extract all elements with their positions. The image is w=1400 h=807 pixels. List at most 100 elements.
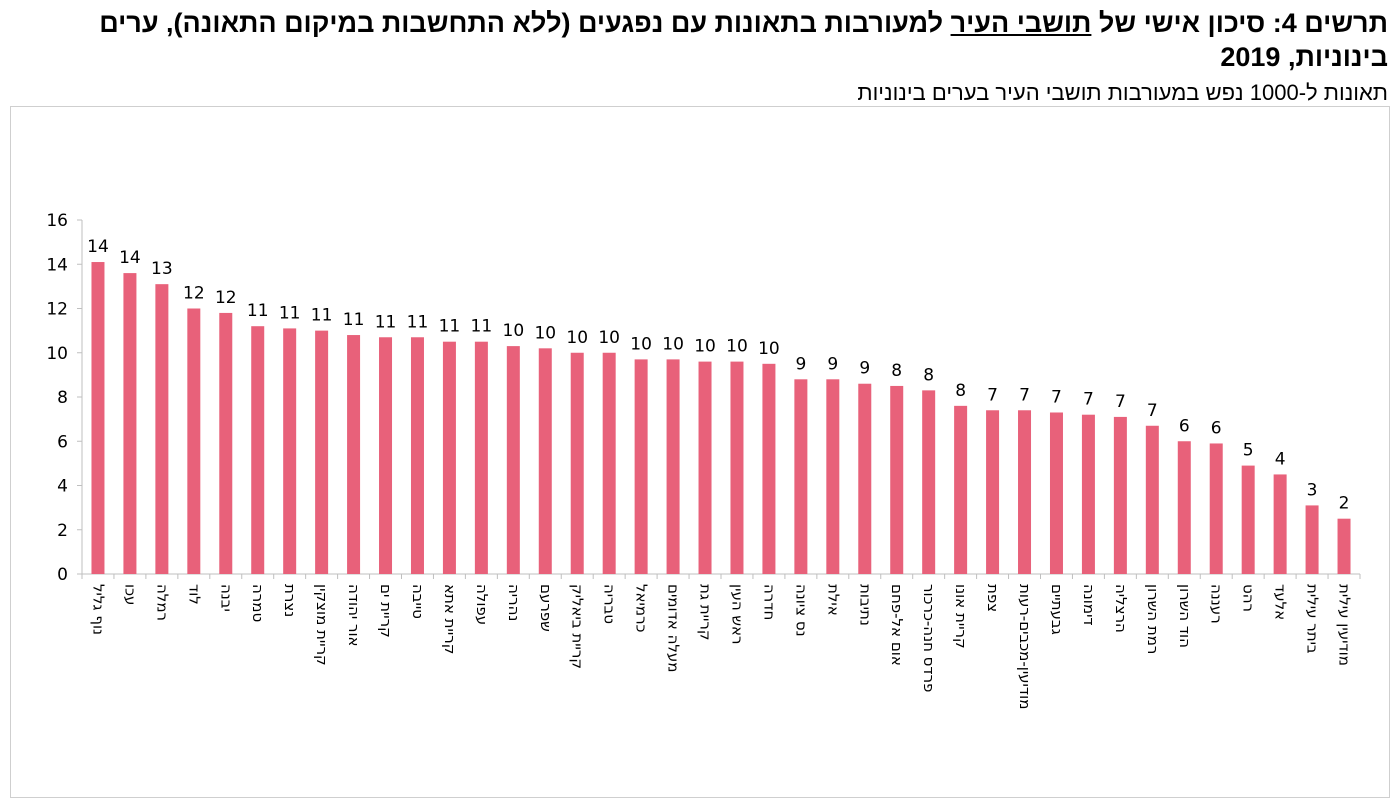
category-label: קריית אתא [441, 584, 459, 654]
category-label: טמרה [249, 584, 267, 622]
bar [379, 337, 393, 574]
bar [762, 363, 776, 574]
data-label: 10 [566, 328, 588, 348]
category-label: רעננה [1208, 584, 1226, 624]
data-label: 11 [439, 317, 461, 337]
bar [1305, 505, 1319, 574]
category-label: קריית אונו [952, 584, 970, 649]
bar [474, 341, 488, 574]
data-label: 6 [1211, 418, 1222, 438]
bar [506, 346, 520, 574]
bar [858, 383, 872, 574]
y-tick-label: 14 [46, 255, 68, 275]
chart-title-suffix: למעורבות בתאונות עם נפגעים (ללא התחשבות … [99, 8, 1388, 72]
category-label: חדרה [760, 584, 778, 620]
data-label: 9 [795, 354, 806, 374]
bar [954, 405, 968, 574]
data-label: 14 [87, 237, 109, 257]
bar [315, 330, 329, 574]
category-label: נתיבות [856, 584, 874, 626]
data-label: 5 [1243, 441, 1254, 461]
bar [1209, 443, 1223, 574]
data-label: 6 [1179, 416, 1190, 436]
data-label: 12 [215, 288, 237, 308]
category-label: נוף גליל [89, 584, 107, 635]
category-label: רמלה [153, 584, 171, 621]
category-label: דימונה [1080, 584, 1098, 626]
bar [1113, 416, 1127, 574]
bar [986, 410, 1000, 574]
data-label: 2 [1339, 494, 1350, 514]
chart-subtitle: תאונות ל-1000 נפש במעורבות תושבי העיר בע… [857, 80, 1388, 105]
bar [634, 359, 648, 574]
category-label: פרדס חנה-כרכור [920, 584, 938, 692]
bar [1337, 518, 1351, 574]
category-label: עכו [121, 584, 139, 605]
chart-title-prefix: תרשים 4: סיכון אישי של [1091, 8, 1388, 38]
bar [730, 361, 744, 574]
bar [570, 352, 584, 574]
category-label: אום אל-פחם [888, 584, 906, 666]
chart-title: תרשים 4: סיכון אישי של תושבי העיר למעורב… [88, 6, 1388, 74]
chart-frame: 0 2 4 6 8 10 12 14 16 14 14 13 12 12 11 11 11 11 11 11 11 11… [10, 106, 1390, 798]
bar [1018, 410, 1032, 574]
bar [91, 262, 105, 574]
category-label: הרצליה [1112, 584, 1130, 633]
bar [219, 312, 233, 574]
category-label: קריית ביאליק [569, 584, 587, 669]
bar [1081, 414, 1095, 574]
data-label: 10 [630, 334, 652, 354]
bar [1273, 474, 1287, 574]
data-label: 7 [1115, 392, 1126, 412]
bar [442, 341, 456, 574]
data-label: 10 [726, 337, 748, 357]
data-label: 10 [534, 323, 556, 343]
data-labels: 14 14 13 12 12 11 11 11 11 11 11 11 11 10 10 10 10 10 10 10… [87, 237, 1349, 514]
bar-chart: 0 2 4 6 8 10 12 14 16 14 14 13 12 12 11 11 11 11 11 11 11 11… [46, 211, 1361, 709]
category-label: שפרעם [537, 584, 555, 632]
category-label: קריית ים [377, 584, 395, 638]
data-label: 8 [923, 365, 934, 385]
data-label: 4 [1275, 449, 1286, 469]
y-tick-label: 4 [57, 477, 68, 497]
category-label: כרמיאל [633, 584, 651, 633]
category-label: טבריה [601, 584, 619, 624]
data-label: 8 [891, 361, 902, 381]
category-label: נס ציונה [792, 584, 810, 637]
bar [826, 379, 840, 574]
category-label: אלעד [1272, 584, 1290, 620]
data-label: 10 [598, 328, 620, 348]
y-tick-label: 10 [46, 344, 68, 364]
y-tick-label: 2 [57, 521, 68, 541]
bar [283, 328, 297, 574]
category-label: צפת [984, 584, 1002, 612]
data-label: 7 [987, 385, 998, 405]
data-label: 13 [151, 259, 173, 279]
category-label: קריית גת [697, 584, 715, 640]
bar [123, 273, 137, 574]
category-label: מודיעין-מכבים-רעות [1016, 584, 1034, 709]
category-label: מודיעין עילית [1336, 584, 1354, 666]
data-label: 11 [343, 310, 365, 330]
bar [251, 326, 265, 574]
category-label: עפולה [473, 584, 491, 625]
bar [410, 337, 424, 574]
y-tick-label: 0 [57, 565, 68, 585]
bar [1145, 425, 1159, 574]
category-label: ראש העין [728, 584, 746, 645]
data-label: 12 [183, 284, 205, 304]
data-label: 14 [119, 248, 141, 268]
category-label: מעלה אדומים [665, 584, 683, 672]
chart-title-underlined: תושבי העיר [950, 8, 1092, 38]
category-label: אילת [824, 584, 842, 616]
category-label: אור יהודה [345, 584, 363, 647]
data-label: 7 [1147, 401, 1158, 421]
bars [91, 262, 1351, 574]
data-label: 7 [1019, 385, 1030, 405]
bar [538, 348, 552, 574]
data-label: 10 [662, 334, 684, 354]
category-label: טייבה [409, 584, 427, 619]
category-label: קריית מוצקין [313, 584, 331, 666]
category-label: נצרת [281, 584, 299, 617]
bar [602, 352, 616, 574]
